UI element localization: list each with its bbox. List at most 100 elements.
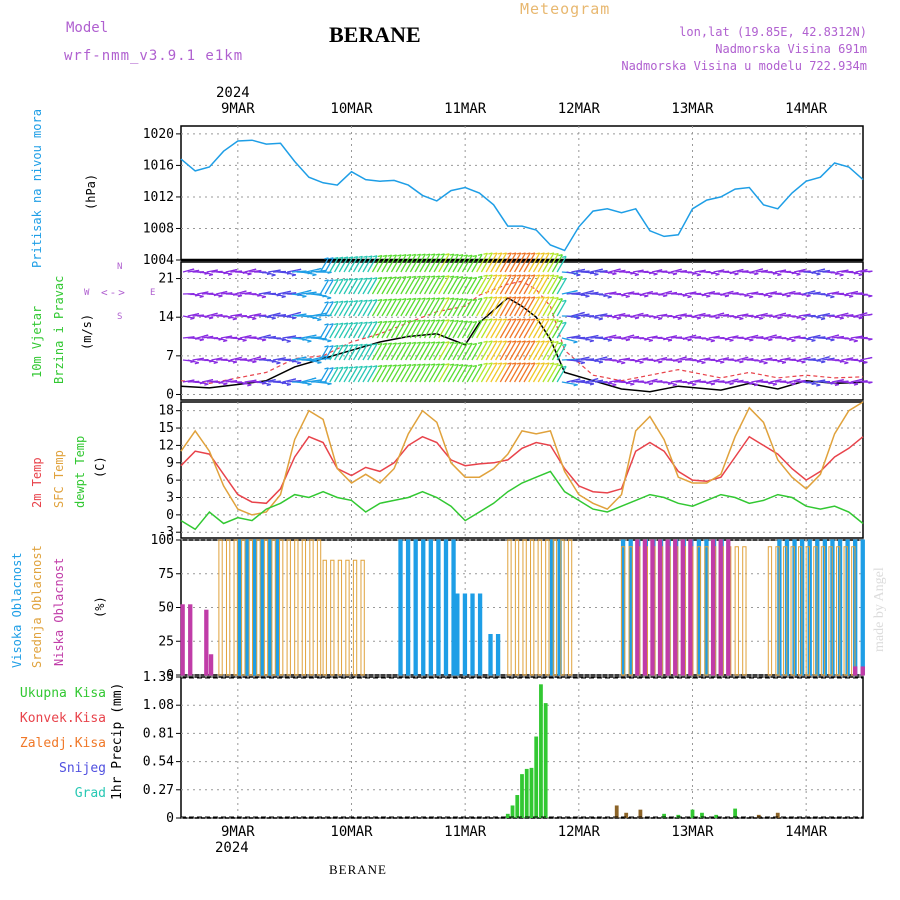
wind-arrow bbox=[513, 274, 527, 295]
wind-arrow bbox=[376, 299, 388, 317]
wind-arrow-head bbox=[454, 363, 459, 367]
wind-arrow-head bbox=[262, 271, 267, 274]
wind-arrow-head bbox=[281, 314, 286, 317]
wind-arrow bbox=[576, 337, 590, 340]
wind-arrow bbox=[751, 268, 764, 273]
wind-arrow-head bbox=[710, 383, 716, 386]
wind-arrow bbox=[699, 381, 711, 384]
temperature-ytick-label: 6 bbox=[166, 473, 174, 488]
wind-arrow-head bbox=[430, 341, 436, 344]
wind-arrow-head bbox=[208, 317, 214, 320]
cloud-ytick-label: 25 bbox=[158, 634, 174, 649]
wind-arrow-head bbox=[791, 315, 796, 318]
wind-arrow-head bbox=[748, 296, 754, 299]
wind-arrow-head bbox=[739, 336, 744, 339]
wind-arrow bbox=[523, 340, 536, 361]
wind-arrow bbox=[547, 275, 559, 295]
wind-arrow bbox=[803, 358, 816, 361]
wind-arrow bbox=[201, 292, 214, 295]
cloud-bar bbox=[711, 546, 717, 676]
wind-arrow bbox=[211, 337, 223, 340]
day-label-bottom: 14MAR bbox=[785, 824, 828, 840]
wind-arrow-head bbox=[630, 358, 635, 362]
wind-arrow-head bbox=[696, 379, 702, 382]
wind-arrow-head bbox=[715, 360, 720, 363]
wind-arrow bbox=[703, 337, 715, 342]
wind-arrow bbox=[348, 278, 359, 295]
wind-arrow-head bbox=[858, 317, 863, 320]
cloud-bar bbox=[680, 539, 685, 676]
wind-arrow-head bbox=[190, 317, 195, 320]
wind-arrow-head bbox=[440, 319, 445, 322]
wind-arrow-head bbox=[252, 336, 257, 339]
wind-arrow bbox=[490, 318, 503, 339]
wind-arrow-head bbox=[387, 254, 392, 257]
wind-arrow-head bbox=[821, 379, 826, 382]
cloud-bar bbox=[477, 593, 483, 676]
wind-arrow bbox=[817, 269, 830, 273]
precip-bar bbox=[690, 809, 695, 818]
wind-arrow bbox=[727, 335, 739, 339]
wind-arrow-head bbox=[648, 272, 654, 275]
pressure-series-pressure bbox=[180, 139, 864, 252]
wind-arrow-head bbox=[692, 315, 697, 319]
wind-arrow-head bbox=[435, 253, 440, 256]
wind-arrow-head bbox=[209, 360, 214, 363]
temperature-ytick-label: -3 bbox=[158, 525, 174, 540]
wind-arrow-head bbox=[657, 269, 663, 272]
wind-arrow-head bbox=[252, 361, 257, 364]
wind-arrow-head bbox=[368, 299, 373, 302]
wind-arrow-head bbox=[706, 314, 711, 317]
wind-arrow-head bbox=[209, 292, 214, 295]
wind-arrow bbox=[461, 298, 473, 317]
cloud-bar bbox=[837, 539, 843, 676]
precip-bar bbox=[505, 813, 510, 818]
wind-arrow-head bbox=[806, 295, 811, 298]
pressure-ytick-label: 1020 bbox=[143, 127, 174, 142]
wind-arrow bbox=[765, 334, 777, 339]
wind-arrow bbox=[713, 269, 725, 273]
wind-arrow-head bbox=[710, 272, 716, 275]
wind-arrow-head bbox=[218, 295, 223, 298]
wind-arrow-head bbox=[483, 318, 488, 321]
wind-arrow-head bbox=[377, 364, 383, 368]
wind-arrow bbox=[556, 322, 567, 339]
wind-arrow-head bbox=[598, 268, 603, 271]
cloud-bar bbox=[704, 539, 709, 676]
wind-arrow bbox=[386, 364, 398, 383]
wind-arrow-head bbox=[540, 274, 545, 277]
wind-arrow-head bbox=[763, 294, 769, 297]
wind-arrow bbox=[732, 379, 744, 383]
precip-bar bbox=[539, 684, 543, 818]
wind-arrow bbox=[301, 377, 317, 383]
wind-arrow bbox=[414, 363, 426, 383]
wind-arrow bbox=[532, 252, 546, 273]
wind-arrow-head bbox=[858, 335, 863, 338]
wind-arrow-head bbox=[472, 276, 477, 280]
wind-arrow-head bbox=[411, 275, 416, 279]
wind-arrow-head bbox=[327, 383, 332, 386]
wind-arrow bbox=[504, 340, 517, 361]
wind-arrow bbox=[618, 357, 630, 361]
wind-arrow bbox=[741, 357, 754, 361]
wind-arrow bbox=[457, 276, 469, 295]
wind-arrow bbox=[192, 357, 204, 361]
wind-arrow-head bbox=[227, 335, 233, 338]
wind-arrow bbox=[604, 334, 617, 339]
wind-arrow-head bbox=[796, 273, 801, 276]
wind-arrow-head bbox=[329, 367, 334, 370]
cloud-bar bbox=[666, 546, 671, 676]
wind-ytick-label: 0 bbox=[166, 387, 174, 402]
wind-arrow-head bbox=[589, 290, 594, 293]
wind-arrow-head bbox=[511, 318, 517, 321]
cloud-bar bbox=[451, 539, 456, 676]
wind-arrow bbox=[760, 381, 773, 384]
wind-arrow bbox=[272, 293, 286, 298]
wind-arrow bbox=[367, 299, 378, 317]
wind-arrow bbox=[551, 276, 563, 295]
wind-arrow-head bbox=[401, 298, 407, 301]
wind-arrow-head bbox=[724, 338, 730, 341]
wind-arrow-head bbox=[363, 299, 368, 302]
wind-arrow-head bbox=[286, 358, 292, 361]
wind-arrow bbox=[637, 357, 649, 361]
